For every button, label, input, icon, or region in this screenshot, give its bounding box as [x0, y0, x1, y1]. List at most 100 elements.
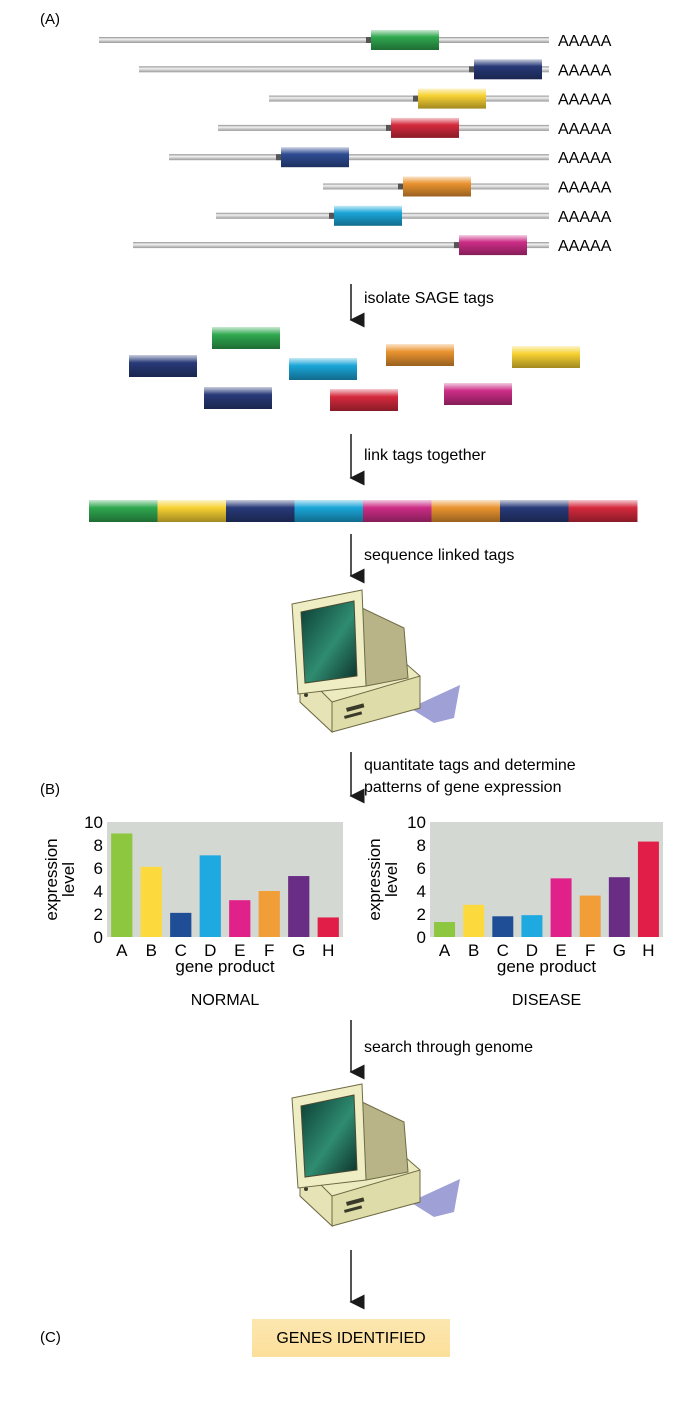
- y-axis-label: expressionlevel: [42, 838, 78, 920]
- bar-E: [229, 900, 251, 937]
- bar-F: [258, 891, 280, 937]
- result-box: [252, 1319, 450, 1357]
- anchor-site: [413, 95, 418, 102]
- bar-B: [463, 904, 485, 937]
- step-quantitate: quantitate tags and determine patterns o…: [349, 752, 576, 804]
- x-tick-label: H: [642, 941, 654, 960]
- y-tick-label: 6: [94, 859, 103, 878]
- tag-magenta: [459, 235, 527, 256]
- step-label-line-2: patterns of gene expression: [364, 779, 561, 796]
- tag-green: [89, 500, 158, 522]
- y-tick-label: 10: [84, 813, 103, 832]
- step-link: link tags together: [349, 434, 487, 486]
- tag-navy: [129, 355, 197, 377]
- mrna-strand: [139, 66, 549, 73]
- step-sequence: sequence linked tags: [349, 534, 514, 584]
- x-axis-label: gene product: [497, 957, 597, 976]
- step-search: search through genome: [349, 1020, 533, 1080]
- tag-orange: [403, 176, 471, 197]
- poly-a-label: AAAAA: [558, 209, 612, 226]
- anchor-site: [469, 66, 474, 73]
- y-tick-label: 0: [94, 928, 103, 947]
- transcript: AAAAA: [218, 117, 612, 138]
- tag-orange: [431, 500, 501, 522]
- transcript: AAAAA: [323, 176, 612, 197]
- tag-red: [568, 500, 638, 522]
- x-tick-label: E: [234, 941, 245, 960]
- x-tick-label: H: [322, 941, 334, 960]
- bar-A: [111, 833, 133, 937]
- y-tick-label: 4: [94, 882, 103, 901]
- tag-cyan: [289, 358, 357, 380]
- y-tick-label: 0: [417, 928, 426, 947]
- x-tick-label: B: [468, 941, 479, 960]
- tag-navy: [474, 59, 542, 80]
- x-tick-label: B: [146, 941, 157, 960]
- x-tick-label: F: [264, 941, 274, 960]
- transcript: AAAAA: [139, 59, 612, 80]
- bar-G: [288, 876, 310, 937]
- x-tick-label: A: [439, 941, 451, 960]
- tag-yellow: [418, 88, 486, 109]
- computer-icon: [291, 589, 461, 733]
- poly-a-label: AAAAA: [558, 150, 612, 167]
- y-tick-label: 2: [94, 905, 103, 924]
- chart-title: DISEASE: [512, 992, 581, 1009]
- y-tick-label: 2: [417, 905, 426, 924]
- tag-orange: [386, 344, 454, 366]
- poly-a-label: AAAAA: [558, 92, 612, 109]
- anchor-site: [398, 183, 403, 190]
- step-label: search through genome: [364, 1039, 533, 1056]
- poly-a-label: AAAAA: [558, 238, 612, 255]
- tag-yellow: [512, 346, 580, 368]
- step-isolate: isolate SAGE tags: [349, 284, 494, 328]
- transcript: AAAAA: [99, 30, 612, 50]
- tag-cyan: [294, 500, 364, 522]
- bar-H: [317, 917, 339, 937]
- anchor-site: [366, 37, 371, 43]
- step-label-line-1: quantitate tags and determine: [364, 757, 576, 774]
- tag-navy: [226, 500, 295, 522]
- transcript: AAAAA: [133, 235, 612, 256]
- bar-C: [170, 912, 192, 937]
- y-tick-label: 6: [417, 859, 426, 878]
- anchor-site: [276, 154, 281, 161]
- panel-label-b: (B): [40, 781, 60, 798]
- anchor-site: [329, 212, 334, 219]
- y-tick-label: 4: [417, 882, 426, 901]
- tag-green: [212, 327, 280, 349]
- transcript: AAAAA: [169, 147, 612, 168]
- transcript-list: AAAAA AAAAA AAAAA AAAAA AAAAA AAAAA AAAAA AAAAA: [99, 30, 612, 256]
- mrna-strand: [269, 95, 549, 102]
- x-axis-label: gene product: [175, 957, 275, 976]
- bar-C: [492, 916, 514, 937]
- bar-D: [521, 915, 543, 937]
- tag-blue: [281, 147, 349, 168]
- mrna-strand: [133, 242, 549, 249]
- step-label: isolate SAGE tags: [364, 290, 494, 307]
- transcript: AAAAA: [269, 88, 612, 109]
- mrna-strand: [99, 37, 549, 43]
- bar-H: [637, 841, 659, 937]
- tag-red: [391, 117, 459, 138]
- concatemer: [89, 500, 638, 522]
- step-label: sequence linked tags: [364, 547, 514, 564]
- x-tick-label: F: [585, 941, 595, 960]
- transcript: AAAAA: [216, 205, 612, 226]
- tag-red: [330, 389, 398, 411]
- tag-navy: [204, 387, 272, 409]
- x-tick-label: D: [204, 941, 216, 960]
- bar-A: [434, 922, 456, 937]
- bar-G: [608, 877, 630, 937]
- y-tick-label: 8: [417, 836, 426, 855]
- x-tick-label: E: [555, 941, 566, 960]
- mrna-strand: [218, 124, 549, 131]
- result-label: GENES IDENTIFIED: [276, 1330, 425, 1347]
- mrna-strand: [169, 154, 549, 161]
- step-label: link tags together: [364, 447, 487, 464]
- bar-D: [199, 855, 221, 937]
- tag-navy: [500, 500, 569, 522]
- anchor-site: [454, 242, 459, 249]
